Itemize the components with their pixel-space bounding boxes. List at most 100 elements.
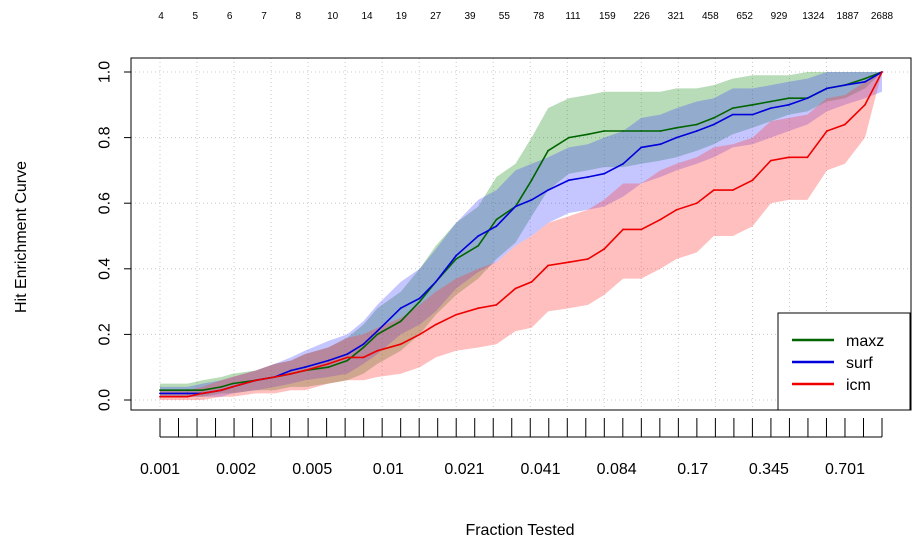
maxz-point (622, 130, 624, 132)
surf-point (712, 123, 715, 126)
maxz-point (346, 359, 349, 362)
surf-point (622, 162, 624, 165)
maxz-point (201, 389, 204, 392)
x-axis: 0.001 0.002 0.005 0.01 0.021 0.041 0.084 0.17 0.… (140, 418, 883, 478)
icm-point (675, 208, 678, 211)
maxz-point (587, 133, 589, 136)
x-tick-label: 0.002 (216, 461, 256, 478)
surf-point (603, 172, 605, 175)
icm-point (622, 228, 624, 231)
icm-point (881, 71, 883, 73)
grid (131, 58, 911, 410)
surf-point (695, 130, 698, 132)
top-axis-labels: 4 5 6 7 8 10 14 19 27 39 55 78 111 159 226 321 458 652 929… (158, 11, 893, 22)
top-tick-label: 7 (261, 11, 267, 22)
surf-point (787, 103, 790, 106)
icm-line (160, 71, 883, 398)
icm-point (455, 313, 457, 316)
y-tick-label: 0.0 (97, 389, 114, 411)
x-tick-label: 0.021 (444, 461, 484, 478)
y-tick-label: 0.8 (97, 126, 114, 148)
plot-frame (130, 57, 912, 411)
top-tick-label: 159 (599, 11, 616, 22)
icm-point (769, 159, 772, 162)
confidence-bands (160, 72, 882, 400)
surf-point (530, 199, 533, 201)
top-tick-label: 226 (633, 11, 650, 22)
maxz-point (399, 320, 402, 323)
maxz-point (455, 258, 457, 260)
maxz-point (864, 77, 866, 80)
maxz-point (186, 389, 189, 392)
maxz-legend-label: maxz (846, 333, 884, 350)
maxz-point (418, 300, 421, 303)
y-tick-label: 1.0 (97, 61, 114, 83)
top-tick-label: 10 (327, 11, 339, 22)
surf-point (826, 87, 828, 90)
icm-point (346, 356, 349, 359)
top-tick-label: 111 (565, 11, 581, 22)
icm-point (659, 218, 662, 221)
maxz-band (160, 72, 882, 397)
x-tick-label: 0.001 (140, 461, 180, 478)
icm-point (273, 376, 276, 378)
y-tick-label: 0.2 (97, 323, 114, 345)
icm-point (787, 156, 790, 159)
icm-point (376, 349, 379, 352)
maxz-point (376, 333, 379, 336)
icm-legend-label: icm (846, 377, 871, 394)
icm-point (434, 323, 437, 326)
icm-point (826, 130, 828, 132)
maxz-point (769, 100, 772, 103)
maxz-point (659, 130, 662, 132)
surf-point (186, 392, 189, 395)
surf-point (751, 113, 754, 116)
maxz-point (751, 103, 754, 106)
y-axis: 0.0 0.2 0.4 0.6 0.8 1.0 (97, 61, 131, 411)
surf-point (434, 281, 437, 283)
top-tick-label: 39 (464, 11, 476, 22)
surf-point (376, 330, 379, 332)
top-tick-label: 929 (771, 11, 788, 22)
icm-point (640, 228, 643, 231)
icm-point (844, 123, 846, 126)
icm-point (399, 343, 402, 346)
maxz-point (231, 382, 234, 385)
icm-point (220, 389, 223, 392)
surf-point (731, 113, 734, 116)
surf-point (346, 353, 349, 355)
icm-point (327, 363, 330, 365)
y-tick-label: 0.6 (97, 192, 114, 214)
maxz-point (640, 130, 643, 132)
icm-point (603, 248, 605, 251)
surf-point (159, 392, 161, 395)
icm-point (159, 395, 161, 398)
maxz-point (327, 366, 330, 369)
surf-point (455, 254, 457, 257)
maxz-point (787, 97, 790, 100)
x-tick-label: 0.084 (597, 461, 637, 478)
x-tick-label: 0.701 (825, 461, 865, 478)
top-tick-label: 19 (396, 11, 408, 22)
icm-point (547, 264, 549, 267)
surf-line (160, 71, 883, 395)
top-tick-label: 78 (533, 11, 545, 22)
top-tick-label: 321 (668, 11, 685, 22)
surf-point (659, 143, 662, 146)
maxz-point (547, 149, 549, 152)
icm-point (418, 333, 421, 336)
surf-point (362, 343, 365, 346)
y-axis-title: Hit Enrichment Curve (13, 161, 30, 313)
icm-point (290, 372, 292, 375)
surf-band (160, 72, 882, 397)
x-tick-label: 0.01 (373, 461, 404, 478)
surf-point (675, 136, 678, 139)
icm-point (806, 156, 809, 159)
maxz-point (603, 130, 605, 132)
legend: maxz surf icm (777, 312, 911, 411)
surf-point (514, 205, 517, 208)
top-tick-label: 8 (296, 11, 302, 22)
surf-point (806, 97, 809, 100)
icm-point (362, 356, 365, 359)
